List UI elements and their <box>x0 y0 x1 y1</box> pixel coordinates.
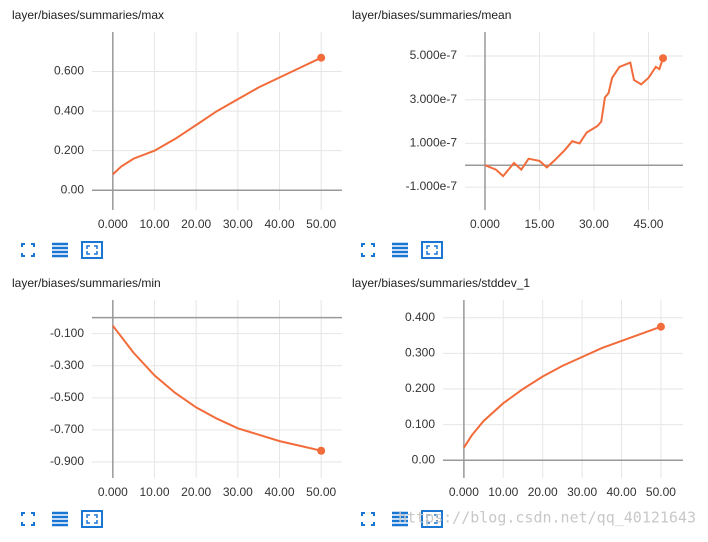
x-tick-label: 30.00 <box>579 217 609 231</box>
chart-title: layer/biases/summaries/max <box>12 8 164 22</box>
x-tick-label: 0.000 <box>98 217 128 231</box>
x-tick-label: 30.00 <box>567 485 597 499</box>
x-tick-label: 30.00 <box>223 217 253 231</box>
series-line <box>112 56 322 176</box>
series-line <box>112 325 322 452</box>
x-tick-label: 40.00 <box>264 217 294 231</box>
x-tick-label: 10.00 <box>139 217 169 231</box>
last-point <box>659 54 668 63</box>
data-selection-button[interactable] <box>392 511 408 527</box>
y-tick-label: 0.300 <box>405 346 435 360</box>
x-tick-label: 40.00 <box>264 485 294 499</box>
fit-domain-icon <box>426 245 438 255</box>
x-tick-label: 15.00 <box>524 217 554 231</box>
chart-title: layer/biases/summaries/stddev_1 <box>352 276 530 290</box>
fit-domain-button[interactable] <box>421 510 443 528</box>
data-selection-button[interactable] <box>52 242 68 258</box>
x-tick-label: 10.00 <box>139 485 169 499</box>
y-tick-label: 0.00 <box>61 182 85 196</box>
expand-button[interactable] <box>361 512 375 526</box>
x-tick-label: 10.00 <box>488 485 518 499</box>
plot-area <box>92 300 342 478</box>
y-tick-label: -0.700 <box>50 422 84 436</box>
expand-button[interactable] <box>361 243 375 257</box>
x-tick-label: 50.00 <box>306 217 336 231</box>
data-selection-button[interactable] <box>392 242 408 258</box>
last-point <box>317 446 326 455</box>
y-tick-label: 0.600 <box>54 64 84 78</box>
fit-domain-button[interactable] <box>81 241 103 259</box>
y-tick-label: -0.300 <box>50 358 84 372</box>
y-tick-label: -1.000e-7 <box>406 179 458 193</box>
x-tick-label: 0.000 <box>449 485 479 499</box>
y-tick-label: 0.400 <box>54 103 84 117</box>
fit-domain-icon <box>86 245 98 255</box>
series-line <box>463 325 662 449</box>
y-tick-label: -0.900 <box>50 454 84 468</box>
y-tick-label: 5.000e-7 <box>410 48 458 62</box>
x-tick-label: 45.00 <box>633 217 663 231</box>
x-tick-label: 50.00 <box>646 485 676 499</box>
y-tick-label: 0.400 <box>405 310 435 324</box>
fit-domain-icon <box>426 514 438 524</box>
fit-domain-icon <box>86 514 98 524</box>
y-tick-label: 3.000e-7 <box>410 92 458 106</box>
y-tick-label: 0.100 <box>405 417 435 431</box>
plot-area <box>465 32 683 210</box>
fit-domain-button[interactable] <box>81 510 103 528</box>
y-tick-label: 0.00 <box>412 452 436 466</box>
y-tick-label: 0.200 <box>54 143 84 157</box>
y-tick-label: -0.100 <box>50 326 84 340</box>
plot-area <box>92 32 342 210</box>
data-selection-button[interactable] <box>52 511 68 527</box>
x-tick-label: 20.00 <box>181 485 211 499</box>
x-tick-label: 50.00 <box>306 485 336 499</box>
y-tick-label: 0.200 <box>405 381 435 395</box>
last-point <box>656 322 665 331</box>
y-tick-label: -0.500 <box>50 390 84 404</box>
x-tick-label: 20.00 <box>528 485 558 499</box>
chart-title: layer/biases/summaries/mean <box>352 8 511 22</box>
series-line <box>484 57 664 178</box>
x-tick-label: 0.000 <box>98 485 128 499</box>
last-point <box>317 53 326 62</box>
watermark: https://blog.csdn.net/qq_40121643 <box>398 509 696 527</box>
x-tick-label: 20.00 <box>181 217 211 231</box>
expand-button[interactable] <box>21 512 35 526</box>
x-tick-label: 30.00 <box>223 485 253 499</box>
x-tick-label: 40.00 <box>607 485 637 499</box>
fit-domain-button[interactable] <box>421 241 443 259</box>
expand-button[interactable] <box>21 243 35 257</box>
y-tick-label: 1.000e-7 <box>410 136 458 150</box>
chart-title: layer/biases/summaries/min <box>12 276 161 290</box>
x-tick-label: 0.000 <box>470 217 500 231</box>
